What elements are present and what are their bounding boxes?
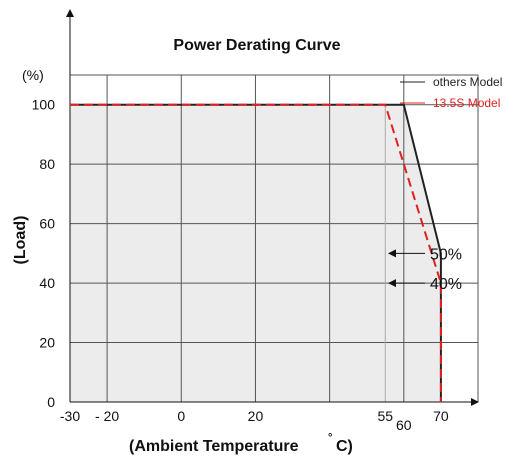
chart-title: Power Derating Curve (173, 37, 340, 54)
annotation-label: 40% (430, 276, 462, 293)
x-tick-label: - 20 (95, 408, 119, 424)
x-tick-label: -30 (60, 408, 80, 424)
legend: others Model 13.5S Model (400, 75, 502, 110)
x-tick-label: 20 (248, 408, 264, 424)
y-tick-label: 40 (39, 275, 55, 291)
x-tick-label: 60 (396, 417, 412, 433)
legend-label: others Model (433, 75, 502, 89)
y-tick-label: 60 (39, 216, 55, 232)
x-tick-label: 0 (177, 408, 185, 424)
y-unit-label: (%) (22, 67, 44, 83)
x-tick-label: 55 (377, 408, 393, 424)
y-tick-label: 0 (47, 394, 55, 410)
y-tick-label: 20 (39, 335, 55, 351)
y-tick-label: 100 (32, 97, 56, 113)
x-axis-title-text: (Ambient Temperature (129, 438, 299, 455)
y-axis-title: (Load) (12, 216, 29, 265)
legend-label: 13.5S Model (433, 96, 500, 110)
degree-symbol: ° (328, 432, 332, 444)
x-axis-title: (Ambient Temperature C) ° (129, 432, 353, 455)
x-axis-title-unit: C) (336, 438, 353, 455)
series-line-2 (70, 103, 442, 402)
x-tick-label: 70 (433, 408, 449, 424)
y-tick-label: 80 (39, 156, 55, 172)
annotations: 50% 40% (388, 246, 462, 293)
annotation-label: 50% (430, 246, 462, 263)
